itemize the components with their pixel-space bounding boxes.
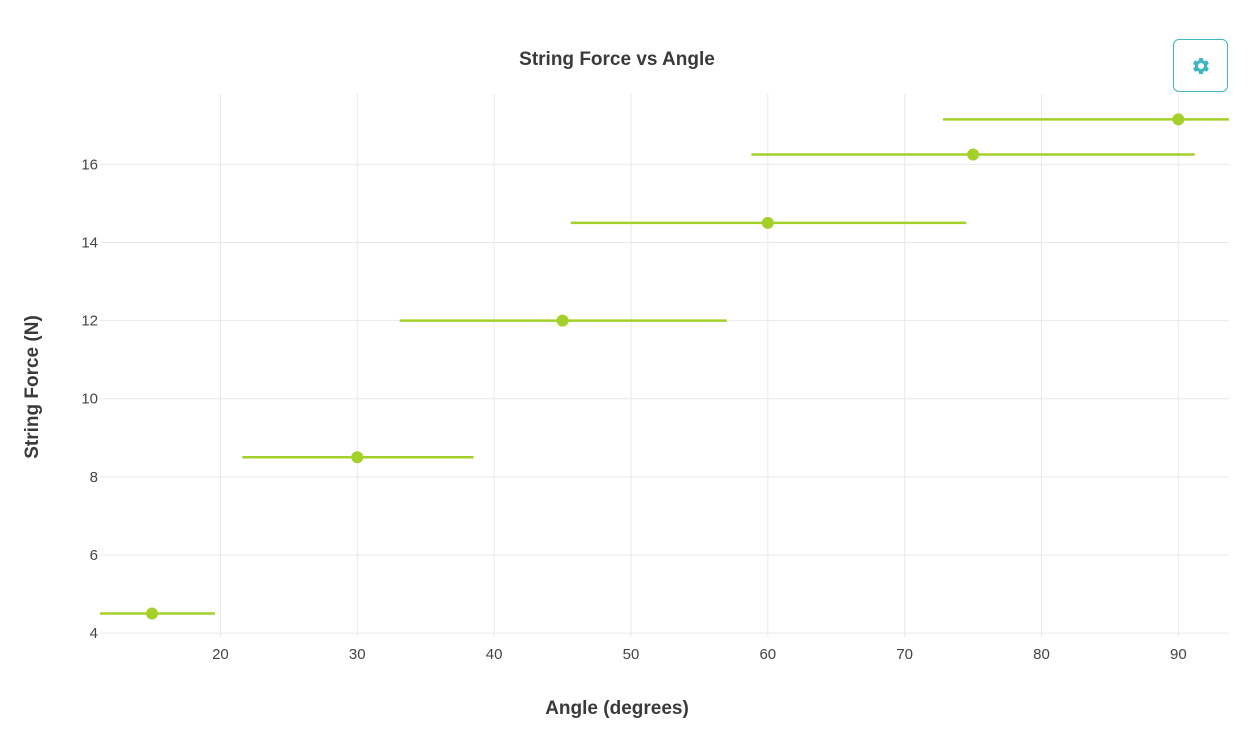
x-tick-labels: 20 30 40 50 60 70 80 90 [212, 646, 1187, 663]
y-tick-label: 14 [81, 234, 98, 251]
y-gridlines [100, 163, 1229, 634]
data-point[interactable] [351, 451, 364, 464]
data-point[interactable] [1172, 113, 1185, 126]
x-tick-label: 90 [1170, 646, 1187, 663]
data-point[interactable] [556, 314, 569, 327]
x-axis-title: Angle (degrees) [545, 698, 689, 719]
settings-button[interactable] [1173, 39, 1228, 92]
data-point[interactable] [761, 216, 774, 229]
x-tick-label: 40 [486, 646, 503, 663]
y-axis-title: String Force (N) [22, 315, 43, 459]
y-tick-label: 12 [81, 313, 98, 330]
x-tick-label: 50 [623, 646, 640, 663]
y-tick-label: 8 [90, 469, 98, 486]
x-tick-label: 30 [349, 646, 366, 663]
x-tick-label: 70 [896, 646, 913, 663]
y-tick-label: 10 [81, 391, 98, 408]
y-tick-label: 16 [81, 156, 98, 173]
data-series [100, 113, 1229, 620]
x-gridlines [219, 94, 1179, 637]
y-tick-label: 4 [90, 625, 98, 642]
gear-icon [1192, 57, 1209, 74]
chart-title: String Force vs Angle [519, 49, 715, 70]
x-tick-label: 60 [759, 646, 776, 663]
x-tick-label: 80 [1033, 646, 1050, 663]
data-point[interactable] [967, 148, 980, 161]
y-tick-labels: 4 6 8 10 12 14 16 [81, 156, 98, 642]
data-point[interactable] [146, 607, 159, 620]
y-tick-label: 6 [90, 547, 98, 564]
x-tick-label: 20 [212, 646, 229, 663]
